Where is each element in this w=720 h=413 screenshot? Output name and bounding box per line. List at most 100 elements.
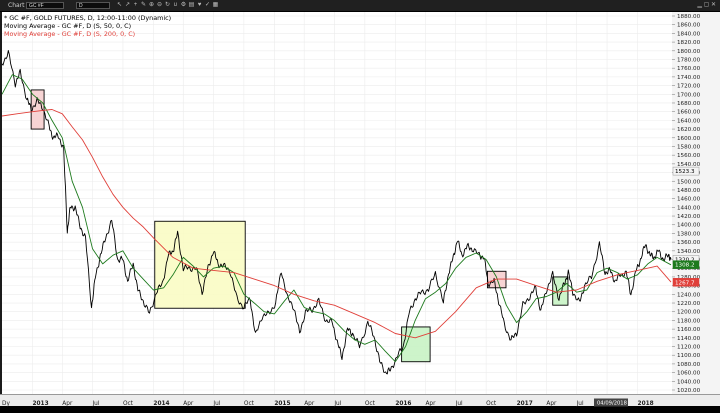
y-tick-label: 1400.00 — [677, 223, 701, 229]
y-tick-label: 1260.00 — [677, 284, 701, 290]
y-tick-label: 1100.00 — [677, 353, 701, 359]
y-tick-label: 1300.00 — [677, 266, 701, 272]
y-tick-label: 1880.00 — [677, 14, 701, 20]
y-tick-label: 1800.00 — [677, 49, 701, 55]
x-tick-label: Apr — [183, 401, 194, 407]
x-tick-label: Oct — [123, 401, 134, 407]
y-tick-label: 1820.00 — [677, 40, 701, 46]
magnet-icon[interactable]: ∪ — [173, 2, 178, 8]
y-tick-label: 1600.00 — [677, 136, 701, 142]
y-tick-label: 1160.00 — [677, 327, 701, 333]
x-tick-label: Oct — [244, 401, 255, 407]
price-tag-label: 1523.3 — [675, 169, 695, 175]
price-axis-labels: 1880.00 1860.00 1840.00 1820.00 1800.00 1780.… — [672, 14, 701, 394]
y-tick-label: 1440.00 — [677, 205, 701, 211]
y-tick-label: 1840.00 — [677, 31, 701, 37]
legend-ma200: Moving Average - GC #F, D (S, 200, 0, C) — [4, 30, 135, 38]
price-tag-label: 1267.7 — [675, 280, 695, 286]
x-tick-label: 2018 — [638, 401, 654, 407]
y-tick-label: 1760.00 — [677, 66, 701, 72]
zoom-in-icon[interactable]: ⊕ — [148, 2, 155, 8]
x-tick-label: Apr — [304, 401, 315, 407]
price-series — [1, 50, 672, 375]
y-tick-label: 1620.00 — [677, 127, 701, 133]
y-tick-label: 1120.00 — [677, 345, 701, 351]
chart-plot-area[interactable]: * GC #F, GOLD FUTURES, D, 12:00-11:00 (D… — [1, 12, 672, 394]
chart-series — [1, 50, 672, 375]
cursor-icon[interactable]: ↗ — [124, 2, 131, 8]
y-tick-label: 1560.00 — [677, 153, 701, 159]
y-tick-label: 1200.00 — [677, 310, 701, 316]
y-tick-label: 1280.00 — [677, 275, 701, 281]
y-tick-label: 1220.00 — [677, 301, 701, 307]
legend-price: * GC #F, GOLD FUTURES, D, 12:00-11:00 (D… — [4, 14, 171, 22]
x-tick-label: 2017 — [517, 401, 533, 407]
y-tick-label: 1480.00 — [677, 188, 701, 194]
zoom-out-icon[interactable]: ⊖ — [156, 2, 163, 8]
y-tick-label: 1060.00 — [677, 371, 701, 377]
x-tick-label: Dy — [2, 401, 10, 407]
x-tick-label: Oct — [365, 401, 376, 407]
y-tick-label: 1700.00 — [677, 92, 701, 98]
y-tick-label: 1580.00 — [677, 144, 701, 150]
heart-icon[interactable]: ♥ — [197, 2, 202, 8]
y-tick-label: 1500.00 — [677, 179, 701, 185]
x-tick-label: Apr — [546, 401, 557, 407]
y-tick-label: 1420.00 — [677, 214, 701, 220]
x-tick-label: 2014 — [153, 401, 169, 407]
x-tick-label: 2015 — [274, 401, 290, 407]
price-tag — [672, 278, 700, 287]
y-tick-label: 1780.00 — [677, 57, 701, 63]
y-tick-label: 1340.00 — [677, 249, 701, 255]
y-tick-label: 1660.00 — [677, 110, 701, 116]
ma200-series — [1, 109, 672, 339]
y-tick-label: 1380.00 — [677, 231, 701, 237]
y-tick-label: 1040.00 — [677, 379, 701, 385]
y-tick-label: 1720.00 — [677, 84, 701, 90]
date-box — [594, 398, 628, 407]
price-tag — [672, 260, 700, 269]
window-controls[interactable]: ▁ ▢ ✕ — [697, 2, 716, 8]
x-tick-label: 2016 — [395, 401, 411, 407]
check-icon[interactable]: ✓ — [204, 2, 211, 8]
y-tick-label: 1640.00 — [677, 118, 701, 124]
y-tick-label: 1020.00 — [677, 388, 701, 394]
y-tick-label: 1180.00 — [677, 318, 701, 324]
date-box-label: 04/09/2018 — [597, 401, 627, 407]
price-axis[interactable]: 1880.00 1860.00 1840.00 1820.00 1800.00 1780.… — [672, 12, 720, 394]
y-tick-label: 1680.00 — [677, 101, 701, 107]
y-tick-label: 1240.00 — [677, 292, 701, 298]
x-tick-label: Apr — [425, 401, 436, 407]
symbol-input[interactable]: GC #F — [26, 2, 64, 9]
y-tick-label: 1080.00 — [677, 362, 701, 368]
pencil-icon[interactable]: ✎ — [140, 2, 147, 8]
ma50-series — [1, 74, 672, 363]
refresh-icon[interactable]: ↻ — [164, 2, 171, 8]
window-title: Chart — [8, 2, 25, 9]
y-tick-label: 1860.00 — [677, 23, 701, 29]
x-tick-label: Oct — [486, 401, 497, 407]
x-tick-label: Jul — [91, 401, 99, 407]
x-tick-label: Jul — [212, 401, 220, 407]
x-tick-label: Apr — [62, 401, 73, 407]
period-input[interactable]: D — [76, 2, 110, 9]
y-tick-label: 1140.00 — [677, 336, 701, 342]
print-icon[interactable]: ▤ — [188, 2, 195, 8]
annotation-box-yellow[interactable] — [154, 220, 246, 309]
arrow-icon[interactable]: ↖ — [116, 2, 123, 8]
x-tick-label: Jul — [576, 401, 584, 407]
price-chart[interactable]: * GC #F, GOLD FUTURES, D, 12:00-11:00 (D… — [1, 12, 672, 394]
x-tick-label: 2013 — [32, 401, 48, 407]
time-axis[interactable]: Dy 2013 Apr Jul Oct 2014 Apr Jul Oct 2015 Apr Jul Oc… — [0, 394, 720, 407]
x-tick-label: Jul — [455, 401, 463, 407]
y-tick-label: 1460.00 — [677, 197, 701, 203]
price-tag — [672, 166, 700, 176]
chart-grid — [2, 12, 672, 394]
time-axis-labels: Dy 2013 Apr Jul Oct 2014 Apr Jul Oct 2015 Apr Jul Oc… — [2, 398, 654, 407]
crosshair-icon[interactable]: + — [133, 2, 138, 8]
y-tick-label: 1740.00 — [677, 75, 701, 81]
chart-toolbar: Chart GC #F D ↖ ↗ + ✎ ⊕ ⊖ ↻ ∪ ⚙ ▤ ♥ ✓ ▦ ▁ ▢ ✕ — [0, 0, 720, 12]
layout-icon[interactable]: ▦ — [212, 2, 219, 8]
settings-icon[interactable]: ⚙ — [180, 2, 187, 8]
